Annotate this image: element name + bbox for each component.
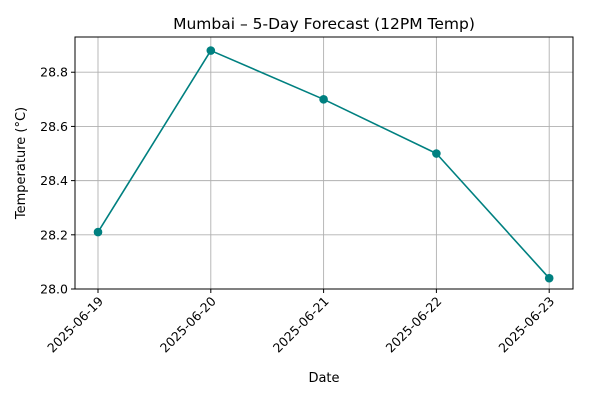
- y-tick-label: 28.0: [40, 282, 68, 297]
- x-tick-label: 2025-06-21: [270, 294, 332, 356]
- x-tick-label: 2025-06-19: [44, 293, 106, 355]
- axis-ticks: 28.0 28.2 28.4 28.6 28.8 2025-06-19 2025-06-20…: [40, 65, 557, 356]
- data-point: [319, 95, 328, 104]
- x-tick-label: 2025-06-23: [495, 294, 557, 356]
- x-tick-label: 2025-06-20: [157, 293, 219, 355]
- data-point: [93, 227, 103, 237]
- y-tick-label: 28.4: [40, 173, 68, 188]
- y-axis-label: Temperature (°C): [14, 107, 29, 220]
- data-point: [544, 273, 554, 283]
- y-tick-label: 28.8: [40, 65, 68, 80]
- x-tick-label: 2025-06-22: [383, 294, 445, 356]
- y-tick-label: 28.6: [40, 119, 68, 134]
- grid: [75, 37, 573, 290]
- series-markers: [93, 46, 554, 283]
- y-tick-label: 28.2: [40, 227, 68, 242]
- x-axis-label: Date: [308, 371, 339, 386]
- data-point: [206, 46, 216, 55]
- plot-area: [74, 36, 574, 290]
- chart-title: Mumbai – 5-Day Forecast (12PM Temp): [173, 15, 475, 33]
- data-point: [432, 149, 441, 158]
